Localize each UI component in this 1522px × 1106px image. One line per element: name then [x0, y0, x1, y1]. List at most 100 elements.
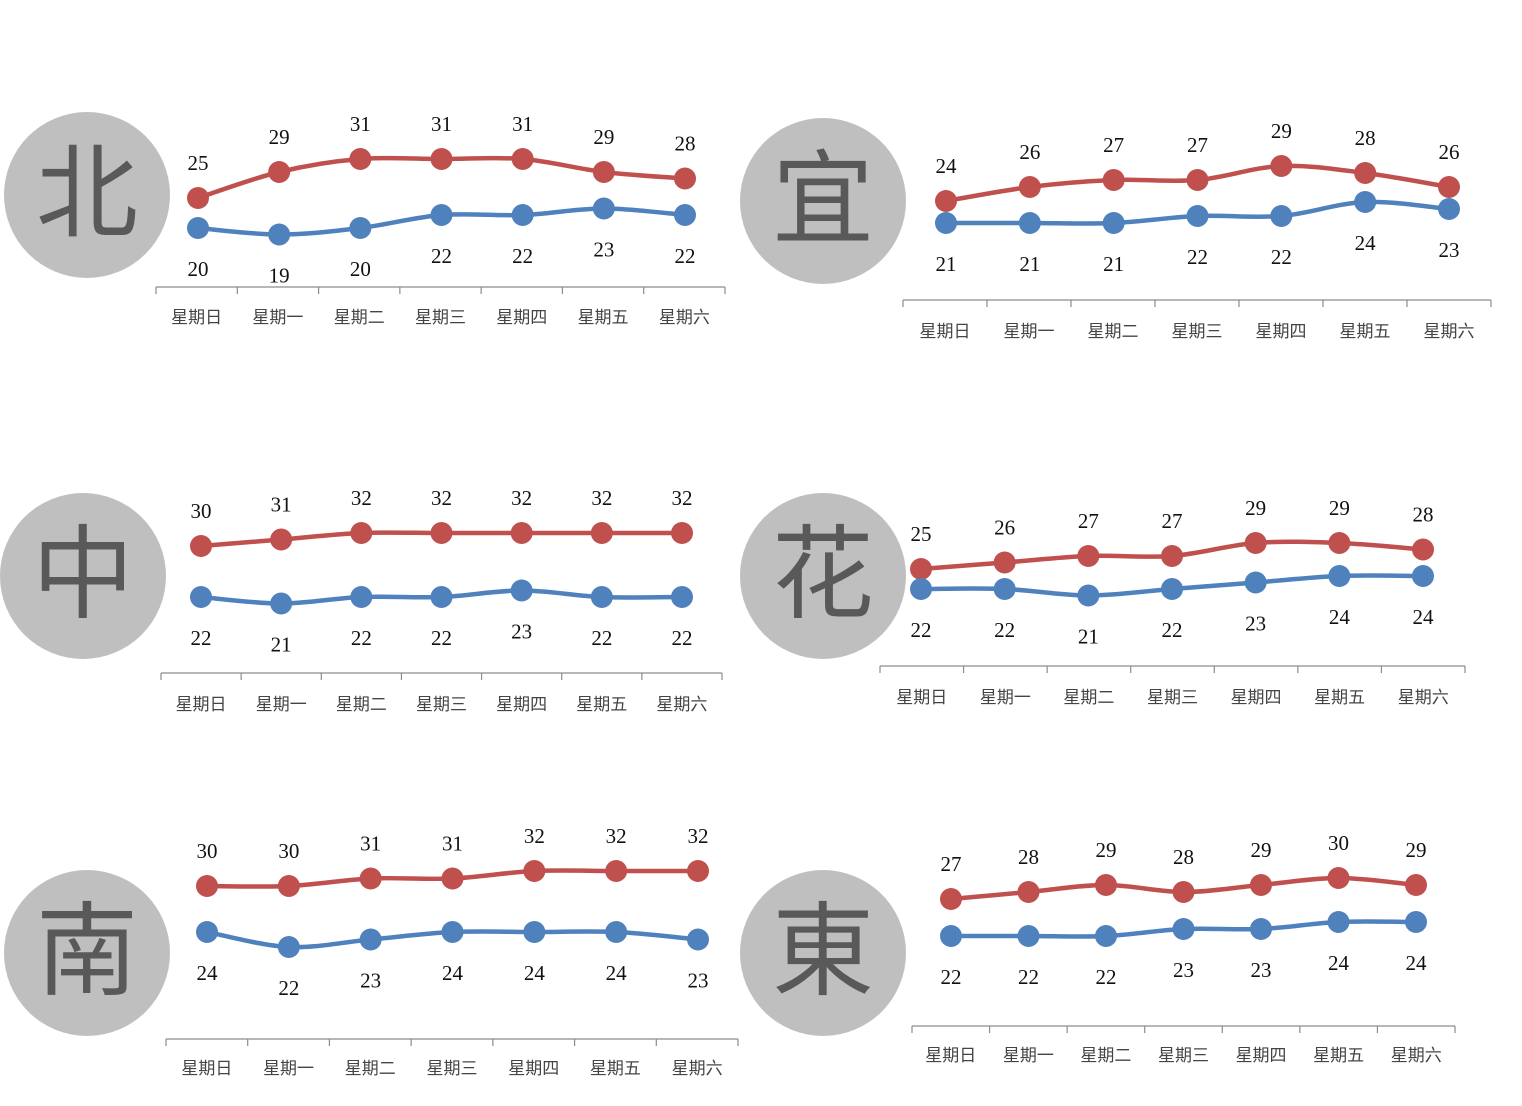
chart-panel: 星期日 星期一 星期二 星期三 星期四 星期五 星期六 24 26 27 27 29 28 26 21 21 2… — [902, 119, 1492, 342]
x-tick-label: 星期五 — [590, 1059, 641, 1079]
data-label: 22 — [994, 618, 1015, 642]
data-label: 30 — [1328, 831, 1349, 855]
data-label: 21 — [936, 252, 957, 276]
data-point — [1102, 212, 1125, 234]
x-tick-label: 星期日 — [171, 308, 222, 328]
x-tick-label: 星期日 — [181, 1059, 232, 1079]
data-label: 28 — [1018, 845, 1039, 869]
x-tick-label: 星期一 — [1004, 322, 1055, 342]
data-point — [590, 522, 613, 544]
x-tick-label: 星期二 — [1063, 688, 1114, 708]
data-label: 31 — [271, 493, 292, 517]
x-tick-label: 星期六 — [659, 308, 710, 328]
data-point — [1017, 925, 1040, 947]
data-label: 29 — [1251, 838, 1272, 862]
data-point — [671, 522, 693, 544]
data-label: 24 — [1413, 605, 1435, 629]
data-label: 28 — [675, 132, 696, 156]
x-tick-label: 星期一 — [1003, 1046, 1054, 1066]
x-tick-label: 星期一 — [252, 308, 303, 328]
data-point — [190, 535, 212, 557]
data-label: 24 — [442, 961, 464, 985]
data-label: 29 — [269, 125, 290, 149]
data-label: 29 — [1329, 496, 1350, 520]
data-label: 27 — [941, 852, 962, 876]
data-point — [1405, 874, 1427, 896]
data-point — [510, 522, 533, 544]
data-point — [605, 860, 628, 882]
x-tick-label: 星期二 — [1088, 322, 1139, 342]
data-label: 28 — [1173, 845, 1194, 869]
data-label: 24 — [936, 154, 958, 178]
data-point — [590, 586, 613, 608]
data-label: 30 — [191, 499, 212, 523]
data-point — [1354, 162, 1377, 184]
x-tick-label: 星期一 — [256, 695, 307, 715]
data-label: 21 — [1103, 252, 1124, 276]
data-label: 24 — [1406, 951, 1428, 975]
data-label: 31 — [431, 112, 452, 136]
data-point — [1018, 176, 1041, 198]
data-label: 22 — [512, 244, 533, 268]
data-label: 31 — [360, 832, 381, 856]
data-label: 22 — [351, 626, 372, 650]
data-point — [349, 217, 372, 239]
data-label: 32 — [672, 486, 693, 510]
x-tick-label: 星期六 — [1398, 688, 1449, 708]
data-point — [674, 167, 696, 190]
data-label: 28 — [1413, 503, 1434, 527]
data-point — [1017, 881, 1040, 903]
x-tick-label: 星期四 — [496, 695, 547, 715]
data-point — [430, 204, 453, 226]
data-label: 29 — [593, 125, 614, 149]
x-tick-label: 星期二 — [336, 695, 387, 715]
data-label: 28 — [1355, 126, 1376, 150]
data-label: 31 — [512, 112, 533, 136]
chart-panel: 星期日 星期一 星期二 星期三 星期四 星期五 星期六 25 29 31 31 31 29 28 20 19 2… — [155, 112, 726, 328]
data-point — [592, 161, 615, 183]
data-point — [190, 586, 212, 608]
data-label: 23 — [1173, 958, 1194, 982]
data-point — [993, 578, 1016, 600]
data-point — [910, 558, 932, 580]
data-point — [1077, 584, 1100, 607]
x-tick-label: 星期四 — [496, 308, 547, 328]
chart-panel: 星期日 星期一 星期二 星期三 星期四 星期五 星期六 30 30 31 31 32 32 32 24 22 2… — [165, 824, 739, 1079]
chart-panel: 星期日 星期一 星期二 星期三 星期四 星期五 星期六 30 31 32 32 32 32 32 22 21 2… — [160, 486, 723, 715]
data-label: 19 — [269, 264, 290, 288]
data-point — [935, 190, 957, 212]
x-tick-label: 星期五 — [1340, 322, 1391, 342]
data-label: 22 — [1096, 965, 1117, 989]
data-label: 23 — [1245, 612, 1266, 636]
chart-panel: 星期日 星期一 星期二 星期三 星期四 星期五 星期六 27 28 29 28 29 30 29 22 22 2… — [911, 831, 1456, 1066]
data-point — [1270, 205, 1293, 227]
data-label: 25 — [188, 151, 209, 175]
data-label: 22 — [431, 244, 452, 268]
data-label: 22 — [941, 965, 962, 989]
data-point — [196, 875, 218, 897]
x-tick-label: 星期四 — [1256, 322, 1307, 342]
region-badge: 南 — [4, 870, 170, 1036]
data-point — [1354, 191, 1377, 213]
data-label: 23 — [593, 238, 614, 262]
data-label: 24 — [606, 961, 628, 985]
data-label: 21 — [271, 633, 292, 657]
data-label: 31 — [442, 832, 463, 856]
x-tick-label: 星期日 — [920, 322, 971, 342]
data-label: 22 — [1187, 245, 1208, 269]
data-point — [359, 867, 382, 890]
data-label: 32 — [511, 486, 532, 510]
data-point — [187, 217, 209, 239]
data-point — [196, 921, 218, 943]
data-label: 22 — [1162, 618, 1183, 642]
x-tick-label: 星期四 — [508, 1059, 559, 1079]
x-tick-label: 星期五 — [1313, 1046, 1364, 1066]
data-label: 32 — [431, 486, 452, 510]
data-point — [349, 148, 372, 170]
data-label: 23 — [511, 620, 532, 644]
x-tick-label: 星期三 — [416, 695, 467, 715]
data-label: 22 — [278, 976, 299, 1000]
region-badge: 宜 — [740, 118, 906, 284]
x-tick-label: 星期六 — [1424, 322, 1475, 342]
x-tick-label: 星期二 — [1080, 1046, 1131, 1066]
